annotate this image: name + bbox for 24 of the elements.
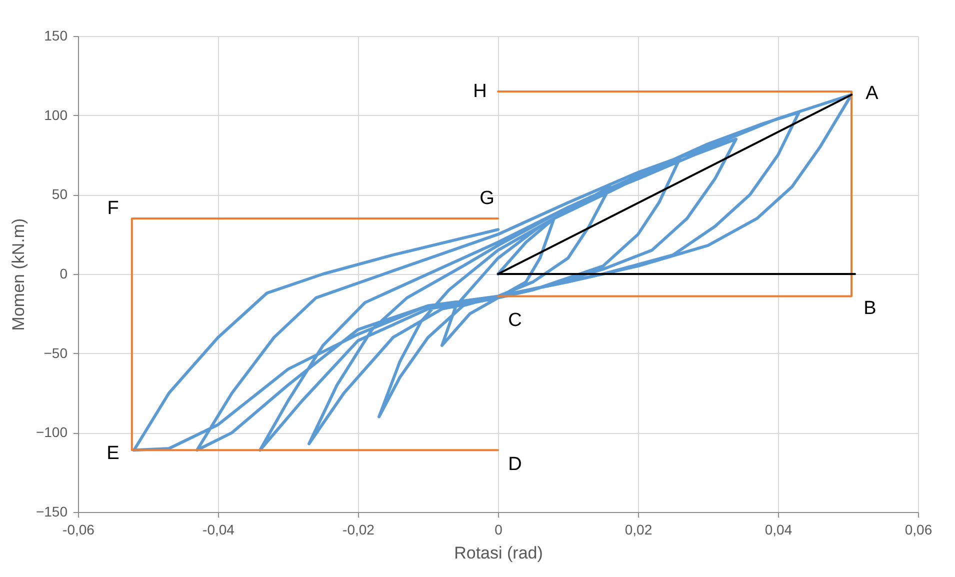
y-tick-label: 100 — [44, 106, 68, 123]
y-tick-label: −150 — [36, 504, 68, 520]
x-tick-label: 0 — [494, 522, 503, 538]
x-tick-label: -0,04 — [202, 522, 235, 538]
annotation: E — [106, 443, 120, 464]
x-axis-title: Rotasi (rad) — [454, 544, 543, 562]
y-tick-label: −100 — [36, 424, 68, 440]
x-tick-label: 0,04 — [764, 522, 792, 538]
x-tick-label: -0,06 — [62, 522, 95, 538]
annotation: A — [866, 83, 879, 104]
y-tick-label: 50 — [52, 186, 68, 202]
annotation: G — [480, 188, 494, 209]
x-tick-label: 0,02 — [624, 522, 652, 538]
y-tick-label: −50 — [44, 344, 68, 361]
annotation: C — [508, 310, 522, 331]
annotation: B — [864, 298, 876, 319]
annotation: F — [107, 198, 119, 219]
x-tick-label: 0,06 — [904, 522, 932, 538]
y-tick-label: 150 — [44, 28, 68, 44]
y-axis-title: Momen (kN.m) — [8, 218, 28, 331]
annotation: H — [473, 81, 487, 102]
y-tick-label: 0 — [60, 266, 68, 282]
x-tick-label: -0,02 — [342, 522, 375, 538]
annotation: D — [508, 454, 522, 475]
